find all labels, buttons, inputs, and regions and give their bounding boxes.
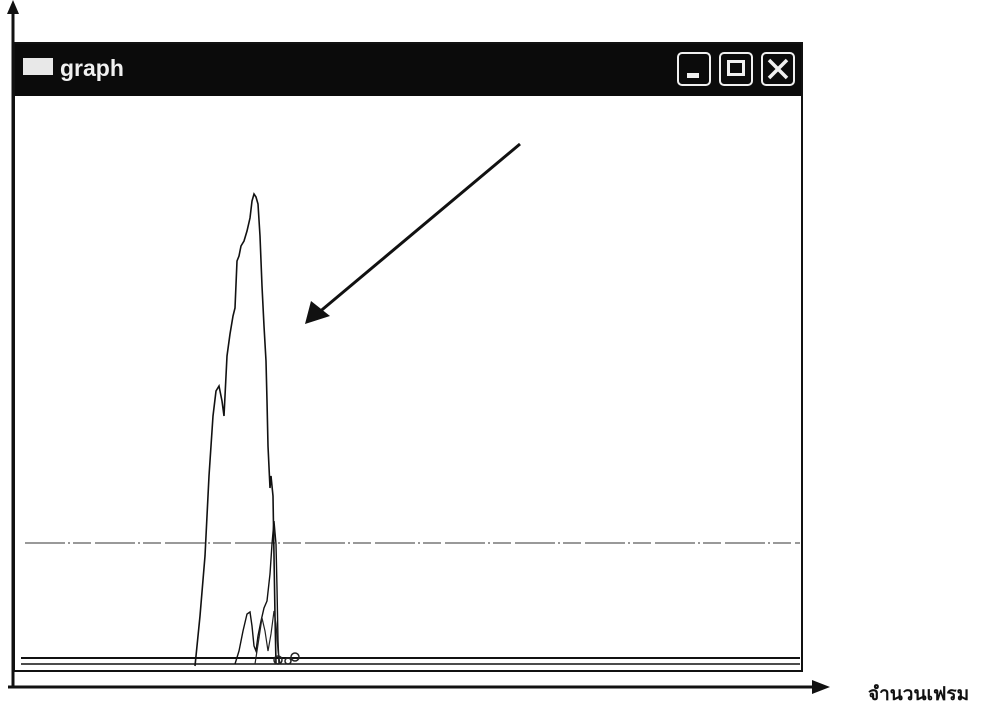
window-title: graph bbox=[60, 55, 124, 81]
y-axis-arrow-icon bbox=[7, 0, 19, 14]
close-button[interactable] bbox=[761, 52, 795, 86]
small-peak-marker bbox=[284, 657, 292, 665]
small-peak-marker bbox=[273, 655, 283, 665]
annotation-arrow-icon bbox=[305, 301, 330, 324]
secondary-signal-curve bbox=[234, 520, 280, 665]
close-icon bbox=[767, 58, 789, 80]
graph-canvas bbox=[21, 142, 800, 667]
primary-signal-curve bbox=[194, 192, 277, 667]
minimize-button[interactable] bbox=[677, 52, 711, 86]
title-bar[interactable]: graph bbox=[15, 44, 801, 96]
maximize-button[interactable] bbox=[719, 52, 753, 86]
graph-window: graph bbox=[13, 42, 803, 672]
x-axis-arrow-icon bbox=[812, 680, 830, 694]
tertiary-signal-curve bbox=[254, 610, 281, 665]
x-axis-label: จำนวนเฟรม bbox=[868, 684, 970, 705]
small-peak-marker bbox=[290, 652, 300, 662]
app-window-icon bbox=[23, 58, 53, 75]
annotation-arrow-line bbox=[316, 142, 521, 316]
maximize-icon bbox=[727, 60, 745, 76]
minimize-icon bbox=[687, 73, 699, 78]
